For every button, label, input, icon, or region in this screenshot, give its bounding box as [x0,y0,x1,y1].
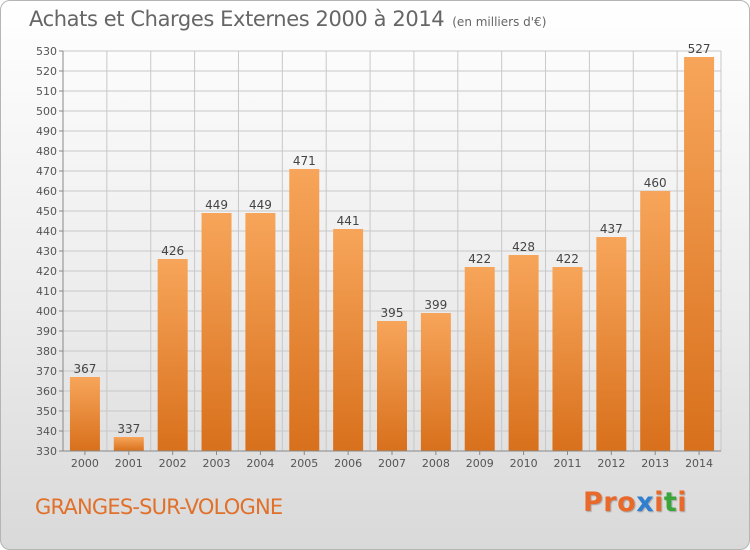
x-tick-label: 2009 [466,457,494,470]
value-label: 441 [337,214,360,228]
logo-letter: P [583,487,604,518]
x-tick-label: 2007 [378,457,406,470]
value-label: 449 [205,198,228,212]
y-tick-label: 480 [36,145,57,158]
bars: 367 337 426 449 449 471 441 395 399 422 428 422 437 4… [69,42,715,451]
y-tick-label: 490 [36,125,57,138]
value-label: 471 [293,154,316,168]
chart-subtitle: (en milliers d'€) [452,15,547,29]
bar-2000[interactable] [69,377,100,451]
x-tick-label: 2011 [553,457,581,470]
y-tick-label: 530 [36,45,57,58]
bar-2003[interactable] [201,213,232,451]
x-tick-label: 2010 [510,457,538,470]
y-tick-label: 400 [36,305,57,318]
x-tick-label: 2004 [246,457,274,470]
logo-letter: t [663,487,678,518]
value-label: 426 [161,244,184,258]
bar-2002[interactable] [157,259,188,451]
y-tick-label: 370 [36,365,57,378]
y-tick-label: 360 [36,385,57,398]
x-tick-label: 2008 [422,457,450,470]
axes: 330 340 350 360 370 380 390 400 410 420 430 440 450 4… [36,45,721,470]
bar-2013[interactable] [640,191,671,451]
x-tick-label: 2014 [685,457,713,470]
bar-2004[interactable] [245,213,276,451]
value-label: 395 [381,306,404,320]
chart-title-text: Achats et Charges Externes 2000 à 2014 [29,7,445,31]
value-label: 367 [73,362,96,376]
value-label: 449 [249,198,272,212]
value-label: 460 [644,176,667,190]
bar-2012[interactable] [596,237,627,451]
x-tick-label: 2003 [203,457,231,470]
value-label: 428 [512,240,535,254]
x-tick-label: 2006 [334,457,362,470]
y-tick-label: 390 [36,325,57,338]
y-tick-label: 420 [36,265,57,278]
bar-2009[interactable] [464,267,495,451]
value-label: 527 [688,42,711,56]
location-name: GRANGES-SUR-VOLOGNE [35,495,283,519]
y-tick-label: 350 [36,405,57,418]
y-tick-label: 500 [36,105,57,118]
x-tick-label: 2001 [115,457,143,470]
bar-2007[interactable] [377,321,407,451]
chart-title: Achats et Charges Externes 2000 à 2014 (e… [29,7,546,31]
bar-2006[interactable] [333,229,364,451]
bar-2008[interactable] [420,313,451,451]
value-label: 399 [424,298,447,312]
logo-letter: x [636,487,655,518]
y-tick-label: 520 [36,65,57,78]
bar-2010[interactable] [508,255,539,451]
x-tick-label: 2013 [641,457,669,470]
y-tick-label: 340 [36,425,57,438]
y-tick-label: 440 [36,225,57,238]
value-label: 337 [117,422,140,436]
y-tick-label: 450 [36,205,57,218]
y-tick-label: 470 [36,165,57,178]
logo-letter: i [677,487,688,518]
x-tick-label: 2005 [290,457,318,470]
logo-letter: r [603,487,618,518]
y-tick-label: 380 [36,345,57,358]
y-tick-label: 510 [36,85,57,98]
proxiti-logo[interactable]: Proxiti [583,487,687,518]
bar-2001[interactable] [113,437,144,451]
x-tick-label: 2012 [597,457,625,470]
bar-2005[interactable] [289,169,320,451]
x-tick-label: 2002 [159,457,187,470]
y-tick-label: 410 [36,285,57,298]
value-label: 437 [600,222,623,236]
y-tick-label: 430 [36,245,57,258]
value-label: 422 [468,252,491,266]
value-label: 422 [556,252,579,266]
x-tick-label: 2000 [71,457,99,470]
logo-letter: i [654,487,664,518]
y-tick-label: 460 [36,185,57,198]
bar-2011[interactable] [552,267,583,451]
logo-letter: o [617,487,637,518]
y-tick-label: 330 [36,445,57,458]
bar-2014[interactable] [684,57,715,451]
